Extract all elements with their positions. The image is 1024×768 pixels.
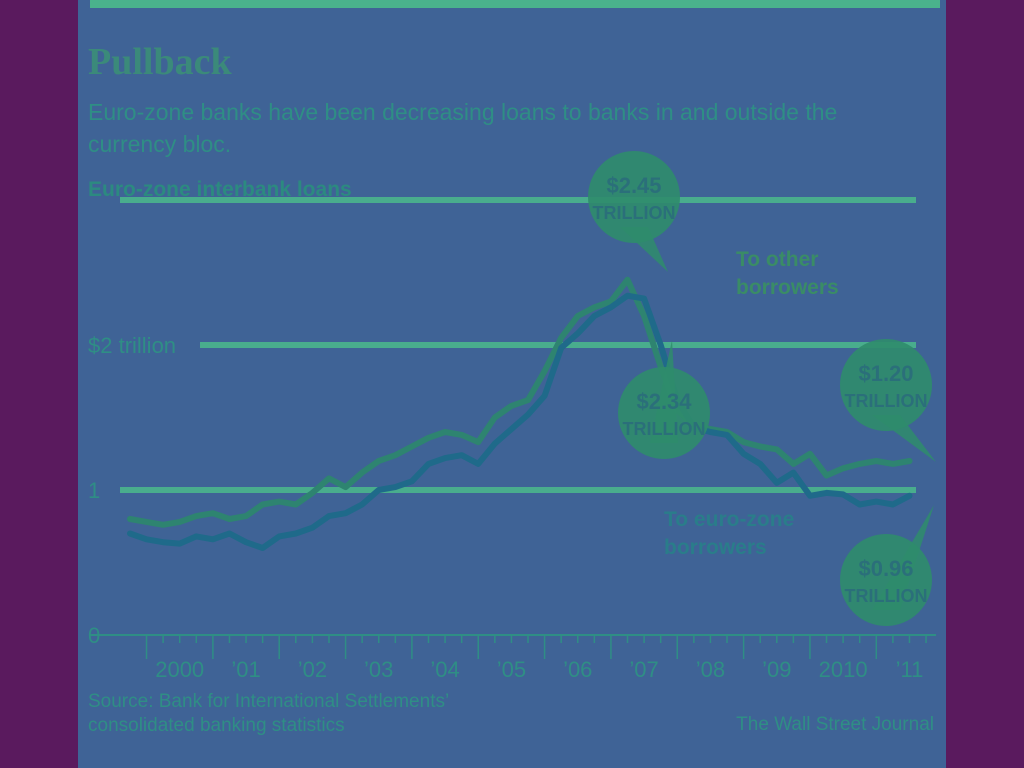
callout-value: $2.45 xyxy=(606,173,661,198)
series-line xyxy=(127,276,913,528)
y-tick-label: 1 xyxy=(88,478,100,503)
x-tick-label: ’08 xyxy=(696,657,725,682)
callout-unit: TRILLION xyxy=(845,586,928,606)
callout-bubble xyxy=(840,339,932,431)
series-line xyxy=(127,292,913,551)
callout-unit: TRILLION xyxy=(593,203,676,223)
x-tick-label: ’06 xyxy=(563,657,592,682)
chart-label: Euro-zone interbank loans xyxy=(88,178,352,201)
callout-unit: TRILLION xyxy=(845,391,928,411)
chart-subtitle: Euro-zone banks have been decreasing loa… xyxy=(88,99,838,157)
x-tick-label: ’04 xyxy=(430,657,459,682)
chart-title: Pullback xyxy=(88,41,232,83)
x-tick-label: ’01 xyxy=(231,657,260,682)
annotation-callout: $0.96 TRILLION xyxy=(840,505,934,626)
callout-bubble xyxy=(840,534,932,626)
callout-unit: TRILLION xyxy=(623,419,706,439)
callout-value: $2.34 xyxy=(636,389,692,414)
x-tick-label: ’03 xyxy=(364,657,393,682)
annotation-callout: $2.34 TRILLION xyxy=(618,340,710,459)
x-tick-label: ’05 xyxy=(497,657,526,682)
callout-bubble xyxy=(588,151,680,243)
series-label: To euro-zone borrowers xyxy=(664,508,794,559)
x-tick-label: ’09 xyxy=(762,657,791,682)
callout-value: $1.20 xyxy=(858,361,913,386)
source-note: Source: Bank for International Settlemen… xyxy=(88,691,449,736)
x-tick-label: ’02 xyxy=(298,657,327,682)
x-tick-label: 2000 xyxy=(155,657,204,682)
callout-value: $0.96 xyxy=(858,556,913,581)
x-tick-label: ’07 xyxy=(629,657,658,682)
annotation-callout: $1.20 TRILLION xyxy=(840,339,936,462)
x-tick-label: ’11 xyxy=(896,657,924,682)
series-label: To other borrowers xyxy=(736,248,839,299)
credit-line: The Wall Street Journal xyxy=(736,714,934,735)
y-tick-label: $2 trillion xyxy=(88,333,176,358)
x-tick-label: 2010 xyxy=(819,657,868,682)
callout-bubble xyxy=(618,367,710,459)
annotation-callout: $2.45 TRILLION xyxy=(588,151,680,272)
